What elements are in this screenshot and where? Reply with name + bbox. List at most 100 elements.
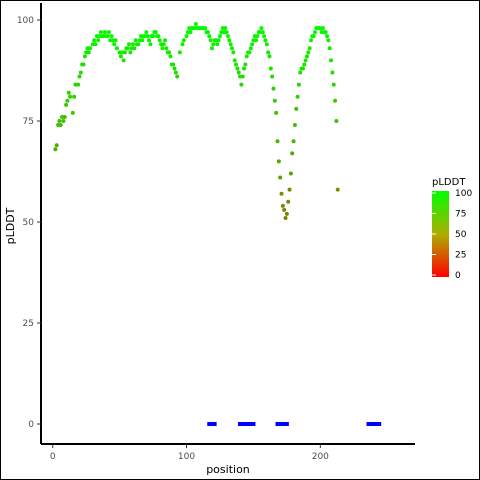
data-point — [207, 34, 212, 39]
data-point — [65, 98, 70, 103]
data-point — [259, 26, 264, 31]
data-point — [255, 34, 260, 39]
domain-mark — [209, 422, 214, 426]
data-point — [151, 34, 156, 39]
data-point — [126, 42, 131, 47]
legend-label: 75 — [455, 210, 466, 220]
data-point — [295, 94, 300, 99]
data-point — [211, 42, 216, 47]
data-point — [181, 38, 186, 43]
x-tick-label: 100 — [178, 452, 195, 462]
data-point — [304, 54, 309, 59]
data-point — [153, 30, 158, 35]
legend: pLDDT 100 75 50 25 0 — [432, 177, 472, 281]
data-point — [53, 147, 58, 152]
data-point — [270, 74, 275, 79]
data-point — [227, 38, 232, 43]
data-point — [54, 143, 59, 148]
data-point — [327, 46, 332, 51]
data-point — [156, 34, 161, 39]
x-tick-group: 0 100 200 — [50, 444, 329, 462]
data-point — [125, 46, 130, 51]
data-point — [140, 38, 145, 43]
data-point — [247, 50, 252, 55]
data-point — [272, 98, 277, 103]
data-point — [224, 30, 229, 35]
data-point — [283, 215, 288, 220]
data-point — [76, 82, 81, 87]
data-point — [132, 46, 137, 51]
data-point — [330, 70, 335, 75]
data-point — [335, 187, 340, 192]
data-point — [271, 86, 276, 91]
x-tick-label: 0 — [50, 452, 56, 462]
data-point — [208, 38, 213, 43]
data-point — [72, 94, 77, 99]
data-point — [160, 46, 165, 51]
points-layer — [53, 22, 382, 426]
x-tick-label: 200 — [312, 452, 329, 462]
data-point — [228, 42, 233, 47]
data-point — [58, 123, 63, 128]
legend-colorbar — [432, 191, 449, 277]
data-point — [312, 30, 317, 35]
y-tick-label: 0 — [28, 420, 34, 430]
data-point — [331, 82, 336, 87]
data-point — [287, 187, 292, 192]
data-point — [57, 119, 62, 123]
data-point — [215, 42, 220, 47]
data-point — [333, 98, 338, 103]
data-point — [96, 38, 101, 43]
data-point — [130, 42, 135, 47]
data-point — [288, 171, 293, 176]
legend-title: pLDDT — [432, 177, 466, 188]
data-point — [164, 46, 169, 51]
y-tick-label: 75 — [23, 117, 34, 127]
data-point — [122, 50, 127, 55]
data-point — [133, 38, 138, 43]
data-point — [98, 30, 103, 35]
data-point — [262, 34, 267, 39]
data-point — [326, 38, 331, 43]
data-point — [180, 42, 185, 47]
data-point — [279, 191, 284, 196]
data-point — [303, 58, 308, 63]
data-point — [263, 38, 268, 43]
data-point — [112, 42, 117, 47]
data-point — [290, 151, 295, 156]
data-point — [323, 30, 328, 35]
data-point — [306, 50, 311, 55]
data-point — [86, 50, 91, 55]
data-point — [250, 42, 255, 47]
data-point — [294, 106, 299, 111]
data-point — [167, 50, 172, 55]
data-point — [205, 30, 210, 35]
data-point — [177, 50, 182, 55]
data-point — [231, 50, 236, 55]
x-axis-title: position — [206, 463, 250, 476]
data-point — [217, 34, 222, 39]
data-point — [311, 34, 316, 39]
data-point — [188, 30, 193, 35]
data-point — [144, 30, 149, 35]
domain-mark — [284, 422, 289, 426]
data-point — [173, 70, 178, 75]
data-point — [230, 46, 235, 51]
data-point — [66, 90, 71, 95]
data-point — [223, 26, 228, 31]
data-point — [136, 42, 141, 47]
data-point — [232, 58, 237, 63]
data-point — [286, 199, 291, 204]
data-point — [81, 62, 86, 67]
data-point — [168, 54, 173, 59]
data-point — [184, 34, 189, 39]
data-point — [235, 66, 240, 71]
data-point — [157, 38, 162, 43]
data-point — [109, 34, 114, 39]
legend-label: 100 — [455, 189, 472, 199]
data-point — [329, 58, 334, 63]
y-tick-label: 100 — [17, 16, 34, 26]
data-point — [113, 38, 118, 43]
data-point — [175, 74, 180, 79]
